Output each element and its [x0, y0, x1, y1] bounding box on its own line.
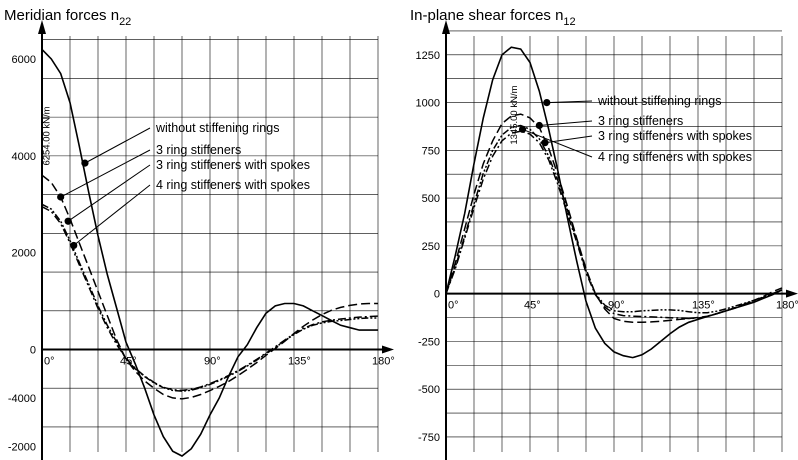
series-line-1	[41, 48, 378, 457]
legend-label-1: without stiffening rings	[155, 121, 279, 135]
axes	[38, 20, 394, 460]
legend-label-4: 4 ring stiffeners with spokes	[598, 150, 752, 164]
y-tick-label: 0	[30, 345, 36, 357]
y-tick-label: -750	[418, 432, 440, 444]
series-line-4	[445, 130, 783, 320]
meridian-forces-chart: Meridian forces n22 0° 45° 90° 135° 180° 6000…	[4, 7, 395, 460]
legend: without stiffening rings 3 ring stiffener…	[60, 121, 310, 246]
chart-title: In-plane shear forces n12	[410, 7, 576, 28]
x-tick-label: 180°	[776, 300, 798, 312]
legend-label-4: 4 ring stiffeners with spokes	[156, 178, 310, 192]
legend-label-1: without stiffening rings	[597, 94, 721, 108]
x-tick-label: 45°	[524, 300, 541, 312]
y-tick-label: 250	[422, 241, 440, 253]
y-tick-label: 6000	[12, 54, 36, 66]
grid	[446, 30, 783, 452]
axes	[442, 20, 798, 460]
legend-label-2: 3 ring stiffeners	[598, 114, 683, 128]
y-tick-label: 1250	[416, 50, 440, 62]
series-line-3	[445, 124, 783, 314]
tick-labels: 0° 45° 90° 135° 180° 1250 1000 750 500 250 0 -250 -5…	[416, 50, 798, 444]
legend-leader-line	[546, 100, 593, 104]
legend-leader-line	[60, 149, 151, 198]
legend-leader-line	[84, 127, 151, 164]
x-tick-label: 45°	[120, 356, 137, 368]
legend-label-2: 3 ring stiffeners	[156, 143, 241, 157]
x-axis-arrow	[786, 289, 798, 298]
y-tick-label: 1000	[416, 98, 440, 110]
x-tick-label: 0°	[448, 300, 459, 312]
y-axis-arrow	[442, 20, 450, 34]
y-tick-label: 500	[422, 193, 440, 205]
x-tick-label: 135°	[288, 356, 311, 368]
y-tick-label: 750	[422, 145, 440, 157]
legend-label-3: 3 ring stiffeners with spokes	[156, 158, 310, 172]
grid	[42, 36, 379, 452]
y-tick-label: 4000	[12, 151, 36, 163]
series-line-1	[445, 46, 783, 359]
peak-value-annotation: 1345.00 kN/m	[509, 85, 520, 144]
in-plane-shear-forces-chart: In-plane shear forces n12 0° 45° 90° 135° 18…	[410, 7, 798, 460]
series-line-4	[41, 206, 379, 392]
series-line-2	[445, 113, 783, 324]
x-tick-label: 180°	[372, 356, 395, 368]
series-layer	[41, 48, 379, 457]
y-tick-label: -250	[418, 336, 440, 348]
legend-label-3: 3 ring stiffeners with spokes	[598, 129, 752, 143]
peak-value-annotation: 6254.00 kN/m	[41, 106, 52, 165]
legend-leader-line	[544, 135, 593, 144]
x-tick-label: 0°	[44, 356, 55, 368]
annotation-layer: 6254.00 kN/m	[41, 106, 52, 165]
x-tick-label: 90°	[608, 300, 625, 312]
chart-title: Meridian forces n22	[4, 7, 131, 28]
y-tick-label: 2000	[12, 248, 36, 260]
tick-labels: 0° 45° 90° 135° 180° 6000 4000 2000 0 -4000 -2000	[8, 54, 395, 453]
legend-leader-line	[67, 164, 151, 222]
legend-leader-line	[522, 128, 593, 158]
x-tick-label: 135°	[692, 300, 715, 312]
legend: without stiffening rings 3 ring stiffener…	[522, 94, 752, 164]
annotation-layer: 1345.00 kN/m	[509, 85, 520, 144]
x-tick-label: 90°	[204, 356, 221, 368]
y-tick-label: -4000	[8, 393, 36, 405]
legend-leader-line	[73, 184, 151, 246]
series-line-3	[41, 203, 378, 392]
legend-leader-line	[539, 120, 593, 127]
y-tick-label: -2000	[8, 441, 36, 453]
y-tick-label: 0	[434, 289, 440, 301]
x-axis-arrow	[382, 345, 394, 354]
y-axis-arrow	[38, 20, 46, 34]
series-line-2	[41, 174, 378, 400]
y-tick-label: -500	[418, 384, 440, 396]
